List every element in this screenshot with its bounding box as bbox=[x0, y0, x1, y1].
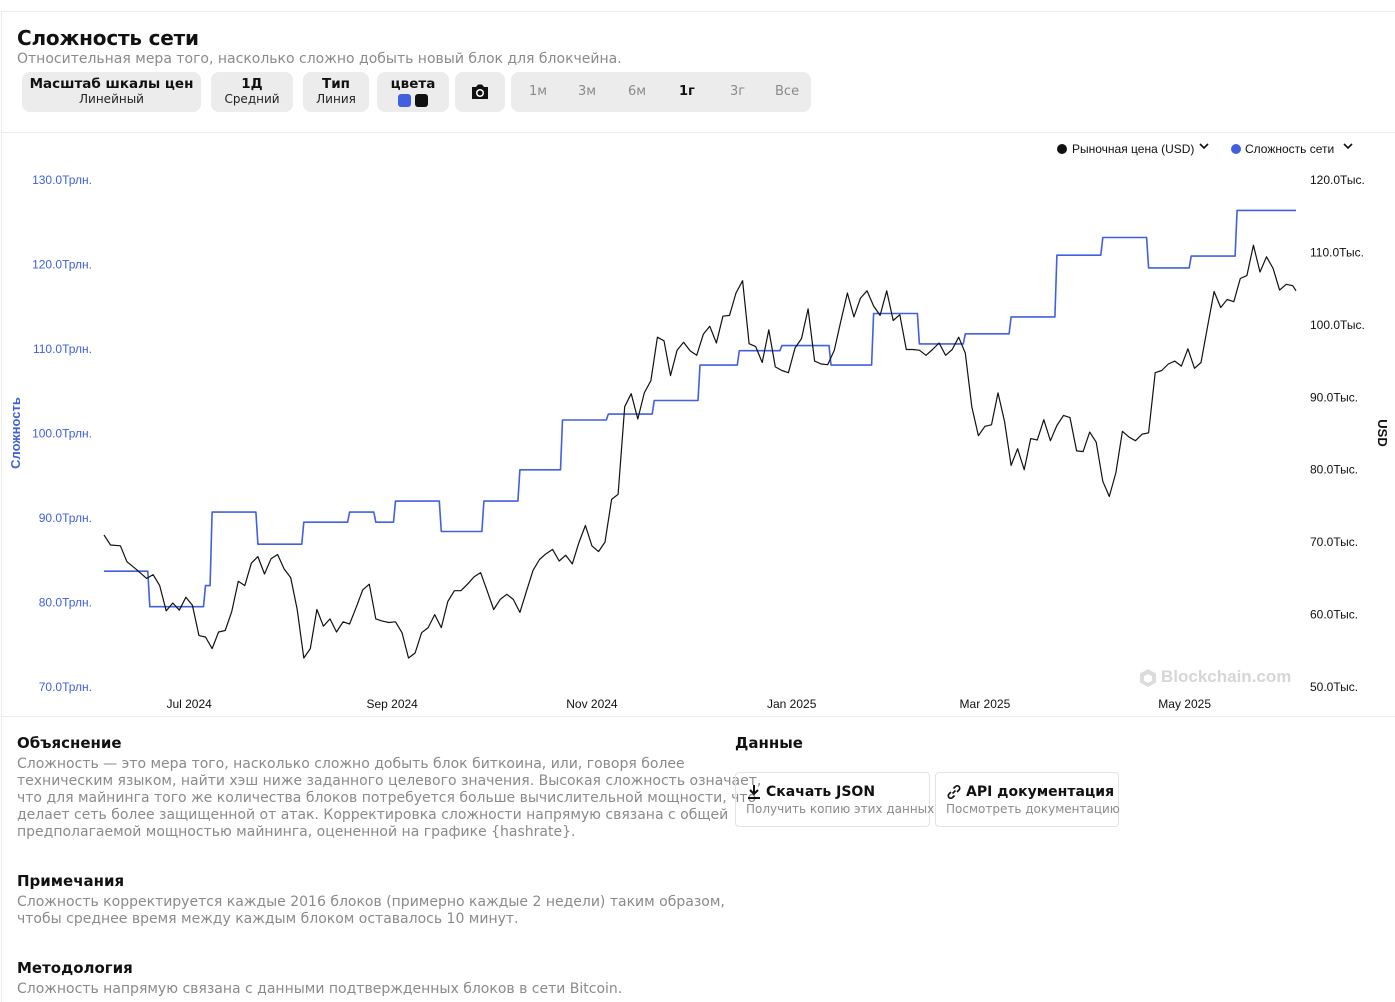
methodology-text: Сложность напрямую связана с данными под… bbox=[17, 981, 622, 998]
explanation-line: предполагаемой мощностью майнинга, оцене… bbox=[17, 824, 576, 840]
price-scale-button[interactable]: Масштаб шкалы цен Линейный bbox=[22, 72, 201, 112]
difficulty-series-line bbox=[104, 209, 1296, 608]
period-button[interactable]: 1Д Средний bbox=[211, 72, 293, 112]
x-tick-label: Sep 2024 bbox=[366, 697, 418, 711]
range-1m[interactable]: 1м bbox=[529, 84, 548, 99]
blockchain-watermark: Blockchain.com bbox=[1140, 667, 1291, 687]
methodology-title: Методология bbox=[17, 959, 133, 977]
watermark-text: Blockchain.com bbox=[1161, 667, 1291, 686]
chart-type-button[interactable]: Тип Линия bbox=[303, 72, 369, 112]
right-tick-label: 120.0Тыс. bbox=[1310, 173, 1365, 187]
left-axis-label: Сложность bbox=[8, 397, 23, 469]
right-tick-label: 90.0Тыс. bbox=[1310, 390, 1358, 404]
download-icon bbox=[748, 785, 760, 799]
notes-text: Сложность корректируется каждые 2016 бло… bbox=[17, 894, 725, 928]
explanation-line: что для майнинга того же количества блок… bbox=[17, 790, 757, 806]
range-3y[interactable]: 3г bbox=[730, 84, 746, 99]
time-range-selector: 1м 3м 6м 1г 3г Все bbox=[511, 72, 811, 112]
link-icon bbox=[947, 785, 961, 799]
legend-difficulty-dot bbox=[1231, 144, 1241, 154]
left-tick-label: 120.0Трлн. bbox=[32, 258, 92, 272]
left-tick-label: 80.0Трлн. bbox=[39, 596, 92, 610]
right-tick-label: 70.0Тыс. bbox=[1310, 535, 1358, 549]
x-tick-label: Jul 2024 bbox=[166, 697, 212, 711]
right-tick-label: 80.0Тыс. bbox=[1310, 463, 1358, 477]
notes-title: Примечания bbox=[17, 872, 125, 890]
blockchain-logo-icon bbox=[1140, 669, 1156, 687]
chart-type-label: Тип bbox=[322, 76, 350, 92]
range-3m[interactable]: 3м bbox=[578, 84, 597, 99]
screenshot-button[interactable] bbox=[455, 72, 505, 112]
chart-type-value: Линия bbox=[316, 92, 356, 106]
price-color-swatch[interactable] bbox=[415, 94, 428, 107]
left-tick-label: 130.0Трлн. bbox=[32, 173, 92, 187]
legend-price-label: Рыночная цена (USD) bbox=[1072, 142, 1194, 156]
range-all[interactable]: Все bbox=[775, 84, 800, 99]
colors-button[interactable]: цвета bbox=[377, 72, 449, 112]
divider bbox=[1, 716, 1395, 717]
download-json-title: Скачать JSON bbox=[766, 784, 876, 800]
range-6m[interactable]: 6м bbox=[628, 84, 647, 99]
x-tick-label: Mar 2025 bbox=[960, 697, 1011, 711]
left-tick-label: 90.0Трлн. bbox=[39, 511, 92, 525]
api-docs-desc: Посмотреть документацию bbox=[946, 802, 1120, 816]
legend-item-difficulty[interactable]: Сложность сети bbox=[1231, 142, 1353, 156]
chart-page-frame bbox=[1, 11, 1395, 1002]
chart-legend: Рыночная цена (USD) Сложность сети bbox=[1057, 142, 1353, 156]
legend-price-dot bbox=[1057, 144, 1067, 154]
left-tick-label: 110.0Трлн. bbox=[33, 342, 92, 356]
right-tick-label: 60.0Тыс. bbox=[1310, 608, 1358, 622]
period-label: 1Д bbox=[241, 76, 263, 92]
divider bbox=[1, 132, 1395, 133]
data-section-title: Данные bbox=[735, 734, 803, 752]
difficulty-price-chart: Рыночная цена (USD) Сложность сети Сложн… bbox=[8, 142, 1390, 711]
chevron-down-icon bbox=[1343, 143, 1353, 150]
right-tick-label: 100.0Тыс. bbox=[1310, 318, 1365, 332]
api-docs-title: API документация bbox=[966, 784, 1115, 800]
colors-label: цвета bbox=[390, 76, 436, 92]
price-scale-value: Линейный bbox=[79, 92, 144, 106]
api-docs-button[interactable]: API документация Посмотреть документацию bbox=[935, 772, 1120, 827]
difficulty-color-swatch[interactable] bbox=[398, 94, 411, 107]
x-tick-label: May 2025 bbox=[1158, 697, 1211, 711]
right-axis-label: USD bbox=[1375, 419, 1390, 446]
left-tick-label: 100.0Трлн. bbox=[32, 427, 92, 441]
download-json-button[interactable]: Скачать JSON Получить копию этих данных bbox=[735, 772, 934, 827]
explanation-line: делает сеть более защищенной от атак. Ко… bbox=[17, 807, 729, 823]
notes-line: Сложность корректируется каждые 2016 бло… bbox=[17, 894, 725, 910]
page-title: Сложность сети bbox=[17, 26, 199, 50]
chevron-down-icon bbox=[1199, 143, 1209, 150]
explanation-text: Сложность — это мера того, насколько сло… bbox=[17, 756, 761, 841]
x-tick-label: Nov 2024 bbox=[566, 697, 618, 711]
download-json-desc: Получить копию этих данных bbox=[746, 802, 935, 816]
page-subtitle: Относительная мера того, насколько сложн… bbox=[17, 51, 622, 67]
legend-item-price[interactable]: Рыночная цена (USD) bbox=[1057, 142, 1209, 156]
right-tick-label: 50.0Тыс. bbox=[1310, 680, 1358, 694]
explanation-title: Объяснение bbox=[17, 734, 122, 752]
x-tick-label: Jan 2025 bbox=[767, 697, 817, 711]
explanation-line: техническим языком, найти хэш ниже задан… bbox=[17, 773, 762, 789]
legend-difficulty-label: Сложность сети bbox=[1245, 142, 1334, 156]
right-tick-label: 110.0Тыс. bbox=[1310, 245, 1364, 259]
methodology-line: Сложность напрямую связана с данными под… bbox=[17, 981, 623, 997]
explanation-line: Сложность — это мера того, насколько сло… bbox=[17, 756, 685, 772]
camera-icon bbox=[472, 84, 488, 99]
left-tick-label: 70.0Трлн. bbox=[39, 680, 92, 694]
period-value: Средний bbox=[224, 92, 280, 106]
price-series-line bbox=[103, 244, 1297, 659]
range-1y[interactable]: 1г bbox=[679, 84, 695, 99]
price-scale-label: Масштаб шкалы цен bbox=[29, 76, 194, 92]
notes-line: чтобы среднее время между каждым блоком … bbox=[17, 911, 519, 927]
